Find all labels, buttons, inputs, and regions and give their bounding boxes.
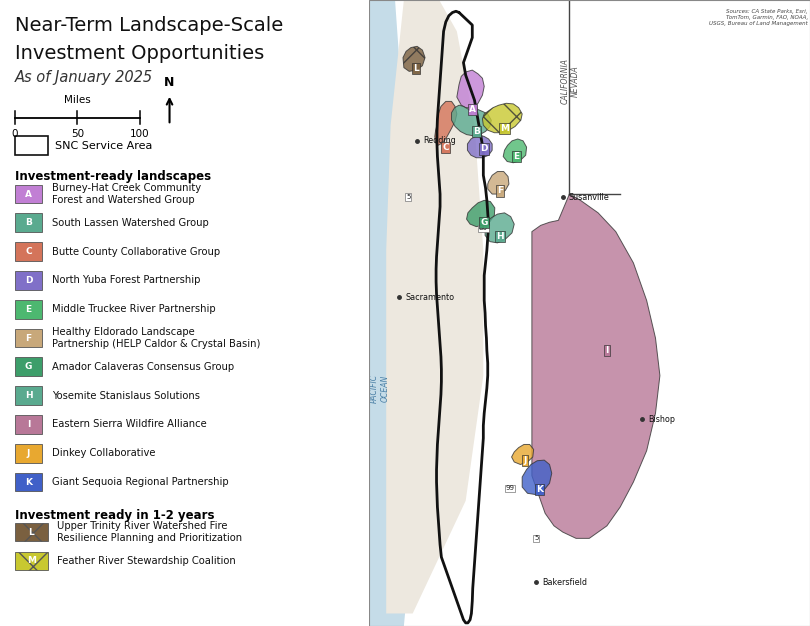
Polygon shape xyxy=(532,194,660,538)
Text: Redding: Redding xyxy=(424,136,456,145)
Text: Healthy Eldorado Landscape
Partnership (HELP Caldor & Crystal Basin): Healthy Eldorado Landscape Partnership (… xyxy=(52,327,260,349)
Text: Sacramento: Sacramento xyxy=(406,293,454,302)
Text: Butte County Collaborative Group: Butte County Collaborative Group xyxy=(52,247,220,257)
Polygon shape xyxy=(488,172,509,194)
Text: H: H xyxy=(25,391,32,400)
Text: M: M xyxy=(500,124,509,133)
Polygon shape xyxy=(512,444,534,464)
Bar xyxy=(15,473,42,491)
Text: N: N xyxy=(164,76,175,89)
Text: As of January 2025: As of January 2025 xyxy=(15,70,153,85)
Text: South Lassen Watershed Group: South Lassen Watershed Group xyxy=(52,218,208,228)
Polygon shape xyxy=(451,105,492,136)
Bar xyxy=(15,271,42,290)
Text: Amador Calaveras Consensus Group: Amador Calaveras Consensus Group xyxy=(52,362,234,372)
Text: Investment Opportunities: Investment Opportunities xyxy=(15,44,264,63)
Bar xyxy=(15,552,48,570)
Text: Burney-Hat Creek Community
Forest and Watershed Group: Burney-Hat Creek Community Forest and Wa… xyxy=(52,183,201,205)
Polygon shape xyxy=(503,139,526,163)
Polygon shape xyxy=(483,103,522,133)
Text: L: L xyxy=(413,64,419,73)
Text: Susanville: Susanville xyxy=(569,193,610,202)
Text: Yosemite Stanislaus Solutions: Yosemite Stanislaus Solutions xyxy=(52,391,199,401)
Polygon shape xyxy=(386,0,484,613)
Polygon shape xyxy=(522,460,552,495)
Polygon shape xyxy=(467,135,492,158)
Bar xyxy=(15,213,42,232)
Text: Eastern Sierra Wildfire Alliance: Eastern Sierra Wildfire Alliance xyxy=(52,419,207,429)
Bar xyxy=(15,415,42,434)
Text: D: D xyxy=(480,145,488,153)
Polygon shape xyxy=(435,101,457,145)
Text: Upper Trinity River Watershed Fire
Resilience Planning and Prioritization: Upper Trinity River Watershed Fire Resil… xyxy=(58,521,242,543)
Text: 5: 5 xyxy=(406,194,411,200)
Polygon shape xyxy=(369,0,421,626)
Text: I: I xyxy=(27,420,30,429)
Text: G: G xyxy=(480,218,488,227)
Text: Feather River Stewardship Coalition: Feather River Stewardship Coalition xyxy=(58,556,236,566)
Text: 0: 0 xyxy=(11,129,18,139)
Text: Near-Term Landscape-Scale: Near-Term Landscape-Scale xyxy=(15,16,283,34)
Bar xyxy=(15,185,42,203)
Text: L: L xyxy=(28,528,34,536)
Bar xyxy=(15,357,42,376)
Text: 100: 100 xyxy=(130,129,150,139)
Polygon shape xyxy=(467,200,495,227)
Text: A: A xyxy=(25,190,32,198)
Polygon shape xyxy=(457,70,484,108)
Text: E: E xyxy=(514,152,519,161)
Text: 80: 80 xyxy=(479,225,488,232)
Text: G: G xyxy=(25,362,32,371)
Text: M: M xyxy=(27,557,36,565)
Text: Investment ready in 1-2 years: Investment ready in 1-2 years xyxy=(15,509,214,522)
Bar xyxy=(15,329,42,347)
Text: E: E xyxy=(25,305,32,314)
Polygon shape xyxy=(485,213,514,243)
Text: 50: 50 xyxy=(70,129,84,139)
Text: Sources: CA State Parks, Esri,
TomTom, Garmin, FAO, NOAA,
USGS, Bureau of Land M: Sources: CA State Parks, Esri, TomTom, G… xyxy=(709,9,808,26)
Text: I: I xyxy=(605,346,608,355)
Text: J: J xyxy=(27,449,30,458)
Text: B: B xyxy=(25,218,32,227)
Text: PACIFIC
OCEAN: PACIFIC OCEAN xyxy=(370,374,390,403)
Text: Bishop: Bishop xyxy=(649,415,676,424)
Bar xyxy=(15,300,42,319)
Text: SNC Service Area: SNC Service Area xyxy=(55,141,152,151)
Text: J: J xyxy=(523,456,527,464)
Text: F: F xyxy=(25,334,32,342)
Text: B: B xyxy=(473,127,480,136)
Text: 5: 5 xyxy=(534,535,539,541)
Text: Dinkey Collaborative: Dinkey Collaborative xyxy=(52,448,155,458)
Text: A: A xyxy=(469,105,475,114)
Text: NEVADA: NEVADA xyxy=(571,66,580,97)
Text: 99: 99 xyxy=(505,485,514,491)
Bar xyxy=(15,523,48,541)
Bar xyxy=(15,242,42,261)
Text: Middle Truckee River Partnership: Middle Truckee River Partnership xyxy=(52,304,215,314)
Text: C: C xyxy=(442,143,449,151)
Text: Giant Sequoia Regional Partnership: Giant Sequoia Regional Partnership xyxy=(52,477,228,487)
Text: H: H xyxy=(497,232,504,241)
Text: F: F xyxy=(497,187,503,195)
Text: D: D xyxy=(25,276,32,285)
Text: CALIFORNIA: CALIFORNIA xyxy=(561,58,569,105)
Bar xyxy=(15,136,48,155)
Text: C: C xyxy=(25,247,32,256)
Polygon shape xyxy=(403,46,425,71)
Text: Bakersfield: Bakersfield xyxy=(543,578,587,587)
Text: Investment-ready landscapes: Investment-ready landscapes xyxy=(15,170,211,183)
Bar xyxy=(15,444,42,463)
Text: North Yuba Forest Partnership: North Yuba Forest Partnership xyxy=(52,275,200,285)
Text: Miles: Miles xyxy=(64,95,91,105)
Text: K: K xyxy=(25,478,32,486)
Text: K: K xyxy=(536,485,544,494)
Bar xyxy=(15,386,42,405)
